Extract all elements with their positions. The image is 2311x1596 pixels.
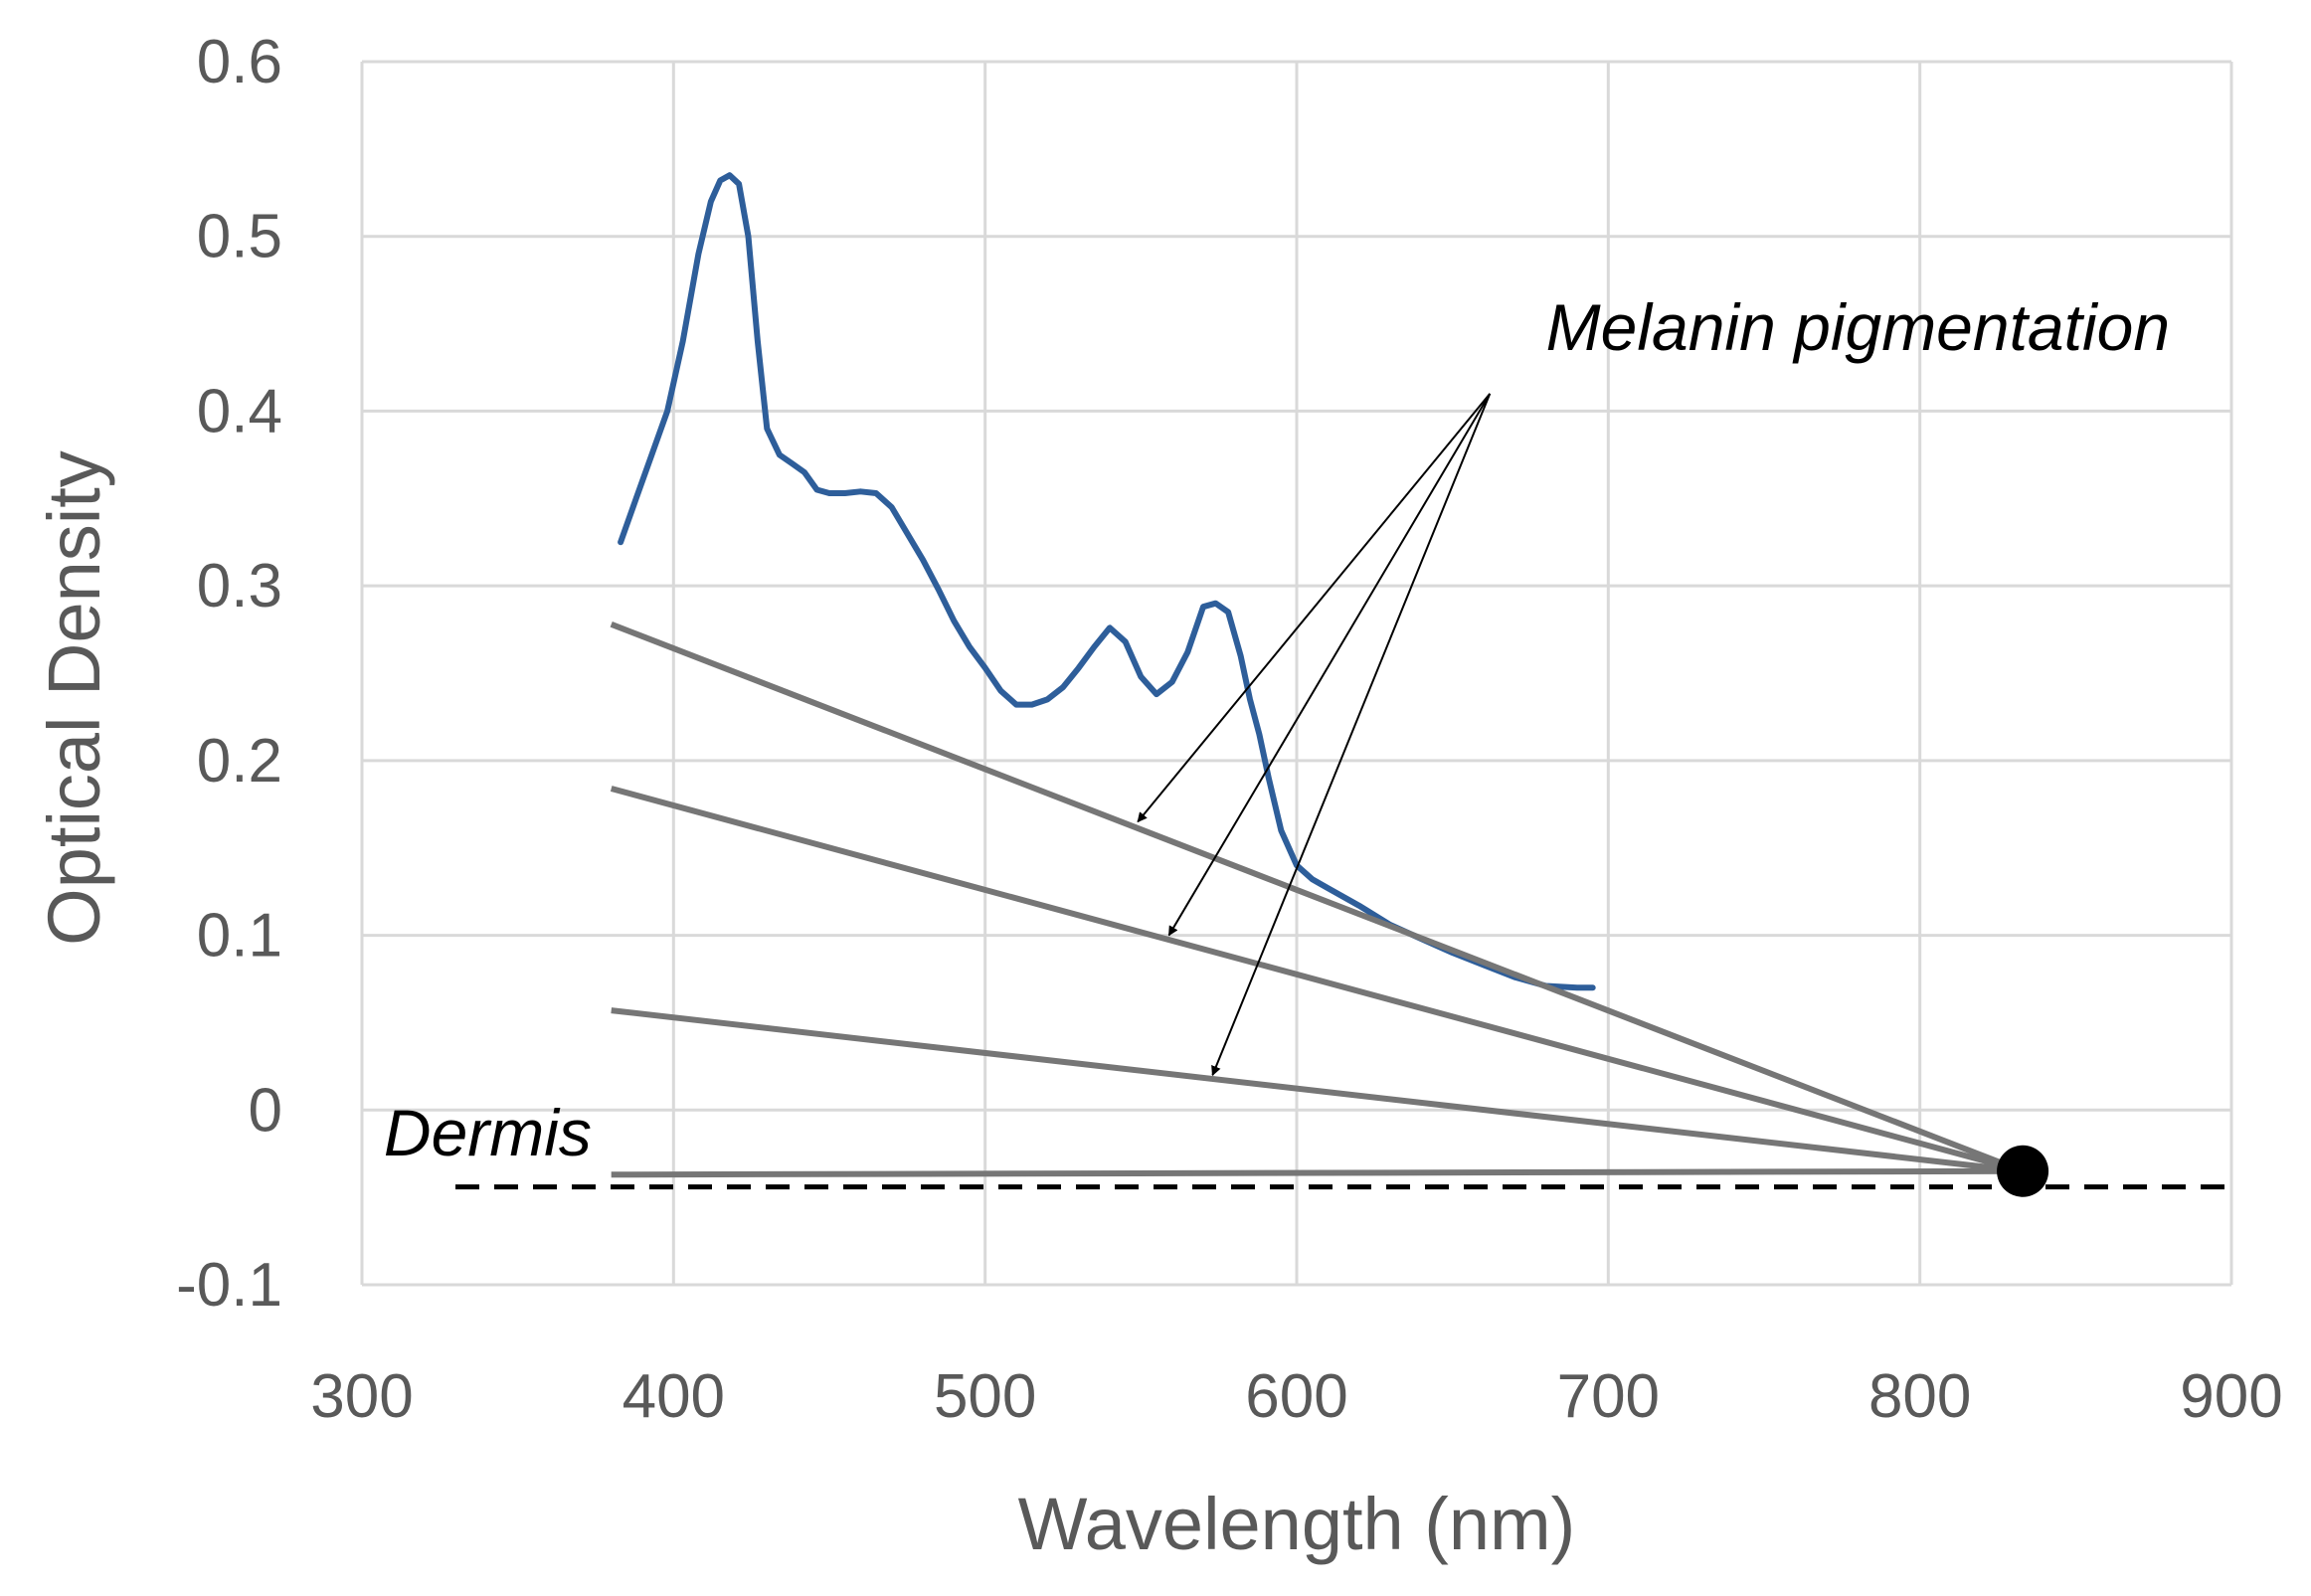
melanin-line-4 <box>611 1167 2024 1178</box>
melanin-pigmentation-label: Melanin pigmentation <box>1546 290 2170 364</box>
annotation-arrow-2 <box>1211 393 1492 1077</box>
melanin-line-3 <box>611 1007 2024 1174</box>
x-axis-title: Wavelength (nm) <box>1018 1483 1576 1565</box>
melanin-line-2 <box>610 786 2024 1174</box>
x-tick-label: 800 <box>1868 1362 1971 1431</box>
y-tick-label: 0.3 <box>197 552 282 621</box>
x-tick-labels: 300 400 500 600 700 800 900 <box>310 1362 2282 1431</box>
melanin-line-1 <box>610 621 2025 1174</box>
series-lines <box>455 172 2225 1197</box>
x-tick-label: 600 <box>1245 1362 1347 1431</box>
y-tick-label: 0.6 <box>197 28 282 96</box>
y-tick-label: 0 <box>249 1076 282 1145</box>
y-tick-label: 0.2 <box>197 727 282 796</box>
annotation-arrow-0 <box>1137 393 1492 823</box>
y-tick-label: 0.4 <box>197 377 282 445</box>
x-tick-label: 400 <box>622 1362 725 1431</box>
y-tick-label: 0.5 <box>197 203 282 271</box>
spectrum-series-line <box>618 172 1596 991</box>
y-tick-label: -0.1 <box>176 1251 282 1320</box>
annotation-arrow-1 <box>1167 393 1492 937</box>
anchor-point <box>1997 1145 2049 1197</box>
x-tick-label: 700 <box>1557 1362 1660 1431</box>
x-tick-label: 300 <box>310 1362 413 1431</box>
dermis-label: Dermis <box>384 1096 592 1169</box>
gridlines <box>360 60 2233 1287</box>
x-tick-label: 500 <box>934 1362 1036 1431</box>
y-tick-labels: -0.1 0 0.1 0.2 0.3 0.4 0.5 0.6 <box>176 28 282 1320</box>
y-axis-title: Optical Density <box>33 450 115 946</box>
x-tick-label: 900 <box>2180 1362 2282 1431</box>
annotations: Melanin pigmentation Dermis <box>384 290 2170 1169</box>
y-tick-label: 0.1 <box>197 902 282 971</box>
